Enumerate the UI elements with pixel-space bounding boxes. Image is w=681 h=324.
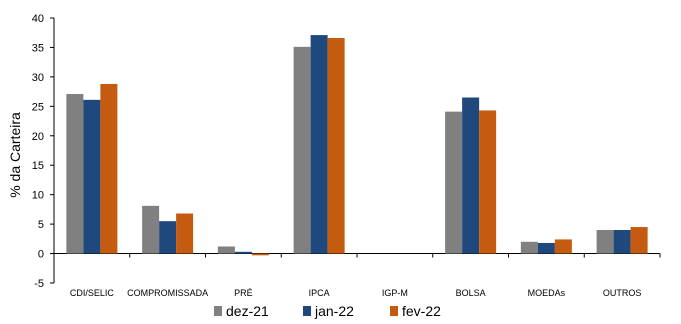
bar — [142, 205, 160, 254]
x-tick-label: COMPROMISSADA — [127, 288, 208, 298]
y-tick-label: 10 — [32, 190, 44, 202]
legend: dez-21 jan-22 fev-22 — [214, 303, 441, 319]
y-tick-label: 20 — [32, 131, 44, 143]
bar — [176, 213, 194, 254]
bar — [159, 221, 177, 254]
bar — [310, 35, 328, 254]
bar — [596, 230, 614, 254]
y-tick-label: 35 — [32, 42, 44, 54]
bar — [445, 111, 463, 254]
legend-swatch — [214, 306, 222, 316]
y-tick-label: 5 — [38, 219, 44, 231]
bar — [630, 227, 648, 254]
bar — [520, 241, 538, 254]
bar — [217, 246, 235, 254]
bar — [251, 253, 269, 256]
y-tick-label: 30 — [32, 72, 44, 84]
x-tick-label: MOEDAs — [528, 288, 566, 298]
y-axis-title-group: % da Carteira — [7, 112, 23, 198]
y-tick-label: 40 — [32, 13, 44, 25]
x-tick-label: OUTROS — [603, 288, 642, 298]
bars — [66, 35, 648, 256]
bar — [83, 99, 101, 254]
bar — [293, 46, 311, 254]
bar — [479, 110, 497, 254]
x-tick-label: CDI/SELIC — [70, 288, 115, 298]
bar — [462, 97, 480, 254]
bar — [100, 83, 118, 254]
x-tick-label: IPCA — [309, 288, 330, 298]
y-tick-label: -5 — [34, 278, 44, 290]
bar — [537, 242, 555, 254]
bar — [613, 230, 631, 254]
bar — [554, 239, 572, 254]
y-tick-label: 15 — [32, 160, 44, 172]
x-tick-label: BOLSA — [456, 288, 486, 298]
bar — [66, 93, 84, 254]
axes: -5 0 5 10 15 20 25 30 35 40 CDI/SELIC COMPROMISSADA… — [32, 13, 661, 298]
legend-label: fev-22 — [402, 303, 441, 319]
legend-label: jan-22 — [314, 303, 354, 319]
legend-swatch — [390, 306, 398, 316]
x-tick-label: IGP-M — [382, 288, 408, 298]
bar — [234, 251, 252, 254]
y-tick-label: 0 — [38, 249, 44, 261]
y-tick-label: 25 — [32, 101, 44, 113]
x-tick-label: PRÉ — [234, 288, 253, 298]
legend-swatch — [303, 306, 311, 316]
y-axis-title: % da Carteira — [7, 112, 23, 198]
legend-label: dez-21 — [226, 303, 269, 319]
bar — [327, 38, 345, 254]
